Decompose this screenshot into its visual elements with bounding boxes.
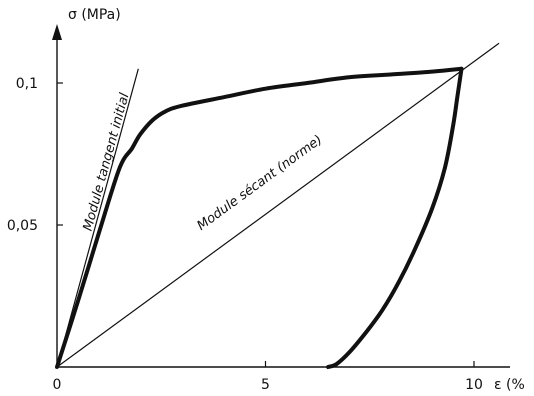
y-axis-arrow [52,24,62,40]
x-tick-label: 5 [261,377,270,393]
loading-curve [55,66,464,369]
y-tick-label: 0,1 [16,76,38,92]
y-tick-label: 0,05 [7,218,38,234]
labels: 0 5 100,050,1σ (MPa)ε (%Module tangent ini… [7,7,525,393]
secant-modulus-line [56,42,500,368]
tangent-modulus-line [56,68,139,368]
reference-lines [56,42,500,368]
x-tick-label: 0 [53,377,62,393]
y-axis-title: σ (MPa) [68,7,121,23]
axes [52,24,510,368]
unloading-curve [326,66,464,369]
x-tick-label: 10 [465,377,483,393]
ticks [57,82,475,367]
curves [55,66,464,369]
x-axis-title: ε (% [494,377,525,393]
